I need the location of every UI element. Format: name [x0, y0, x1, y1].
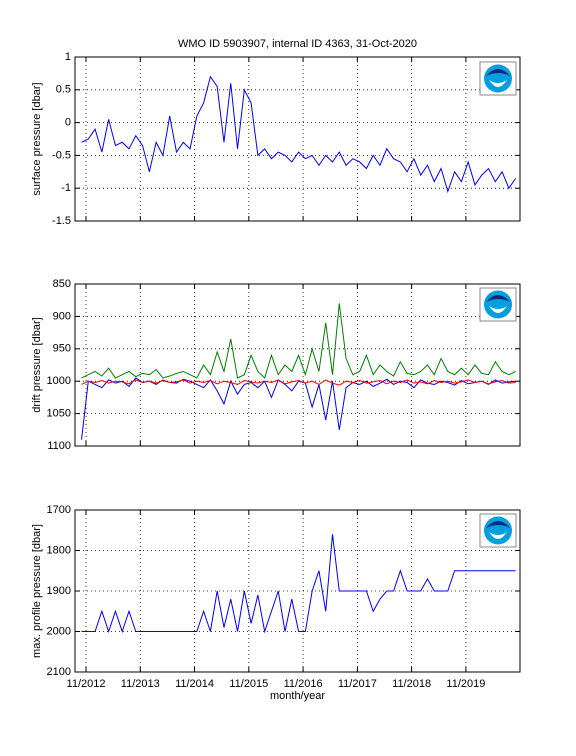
y-tick-label: -0.5 [52, 149, 71, 161]
logo-wave [489, 532, 507, 539]
noaa-logo [479, 61, 517, 96]
logo-circle [484, 516, 512, 545]
x-tick-label: 11/2015 [229, 678, 268, 690]
logo-top [486, 69, 510, 76]
y-axis-label: max. profile pressure [dbar] [31, 524, 43, 658]
plot-frame [74, 283, 521, 447]
logo-top [486, 521, 510, 528]
y-tick-label: -1 [61, 182, 71, 194]
x-tick-label: 11/2013 [121, 678, 160, 690]
x-tick-label: 11/2014 [175, 678, 214, 690]
y-axis-label: drift pressure [dbar] [31, 317, 43, 412]
data-line [81, 75, 517, 194]
y-tick-label: 950 [53, 343, 71, 355]
data-line [81, 303, 516, 379]
y-tick-label: 850 [53, 278, 71, 290]
y-tick-label: 1000 [47, 375, 71, 387]
logo-circle [484, 64, 512, 93]
y-tick-label: 2100 [47, 666, 71, 678]
logo-top [486, 295, 510, 302]
noaa-logo [479, 287, 517, 322]
y-tick-label: 0 [65, 117, 71, 129]
y-tick-label: 2000 [47, 625, 71, 637]
plot-area [75, 284, 520, 446]
plot-area [75, 510, 520, 672]
x-tick-label: 11/2017 [338, 678, 377, 690]
x-tick-label: 11/2018 [392, 678, 431, 690]
y-tick-label: 1100 [47, 440, 71, 452]
subplot: 850 900 950 1000 1050 1100 drift pressure [dba… [31, 278, 521, 452]
chart-title: WMO ID 5903907, internal ID 4363, 31-Oct… [178, 38, 417, 50]
y-tick-label: 1050 [47, 408, 71, 420]
logo-circle [484, 290, 512, 319]
x-tick-label: 11/2016 [284, 678, 323, 690]
y-tick-label: 900 [53, 310, 71, 322]
x-axis-label: month/year [270, 690, 325, 702]
noaa-logo [479, 513, 517, 548]
plot-frame [74, 509, 521, 673]
logo-wave [489, 80, 507, 87]
data-line [81, 379, 516, 386]
y-axis-label: surface pressure [dbar] [31, 82, 43, 195]
subplot: -1.5 -1 -0.5 0 0.5 1 WMO ID 5903907, internal … [31, 38, 521, 227]
y-tick-label: 1 [65, 51, 71, 63]
y-tick-label: 0.5 [56, 84, 71, 96]
y-tick-label: 1700 [47, 504, 71, 516]
plot-area [75, 57, 520, 221]
logo-wave [489, 306, 507, 313]
x-tick-label: 11/2012 [67, 678, 106, 690]
x-tick-label: 11/2019 [446, 678, 485, 690]
data-line [81, 534, 516, 634]
y-tick-label: -1.5 [52, 215, 71, 227]
y-tick-label: 1900 [47, 585, 71, 597]
y-tick-label: 1800 [47, 544, 71, 556]
plot-frame [74, 56, 521, 222]
